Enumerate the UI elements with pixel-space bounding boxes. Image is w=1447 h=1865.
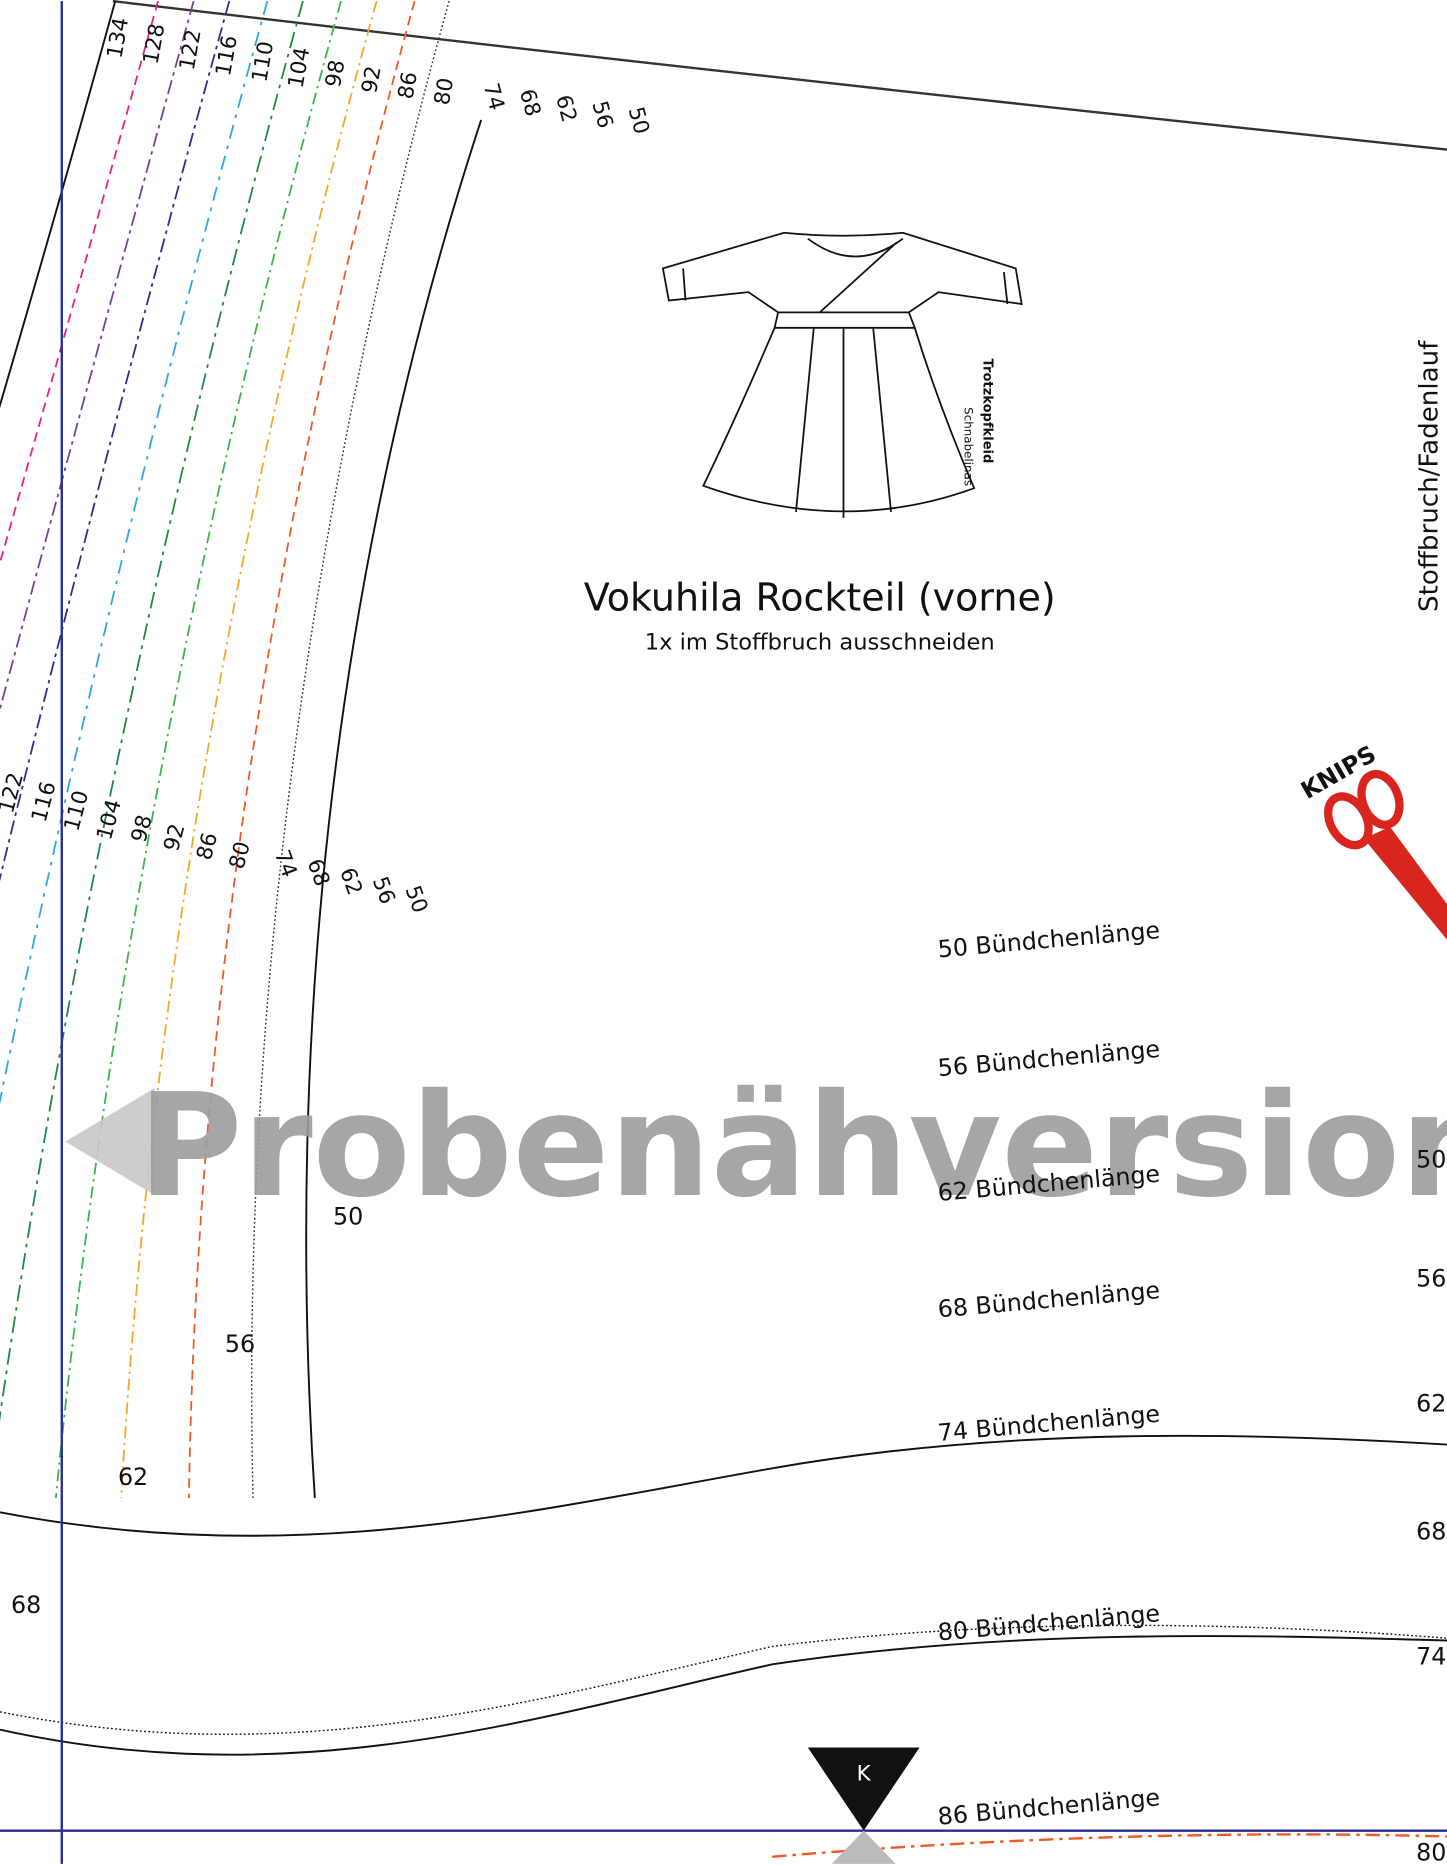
notch-label: K bbox=[857, 1762, 872, 1787]
hem-size: 50 bbox=[1416, 1146, 1446, 1174]
cuff-length: 74 Bündchenlänge bbox=[937, 1400, 1162, 1447]
hem-size: 68 bbox=[11, 1591, 41, 1619]
size-lines bbox=[0, 1, 481, 1498]
hem-line bbox=[0, 1436, 1447, 1536]
cuff-length: 50 Bündchenlänge bbox=[937, 916, 1162, 963]
size-line bbox=[0, 1, 158, 1498]
size-line bbox=[0, 1, 115, 1498]
size-label: 62 bbox=[334, 865, 367, 899]
grain-label: Stoffbruch/Fadenlauf bbox=[1414, 340, 1444, 612]
size-label: 92 bbox=[357, 64, 386, 95]
hem-size: 80 bbox=[1416, 1838, 1446, 1865]
size-label: 122 bbox=[0, 770, 29, 816]
page: K Schnabelinas Trotzkopfkleid Vokuhila R… bbox=[0, 0, 1447, 1865]
size-line bbox=[0, 1, 303, 1498]
subtitle: 1x im Stoffbruch ausschneiden bbox=[645, 630, 995, 656]
cuff-length: 86 Bündchenlänge bbox=[937, 1783, 1162, 1830]
size-line bbox=[56, 1, 341, 1498]
size-label: 56 bbox=[586, 98, 617, 131]
scissors: KNIPS bbox=[1296, 740, 1447, 940]
hem-line bbox=[0, 1625, 1447, 1734]
size-label: 68 bbox=[514, 86, 545, 119]
size-label: 56 bbox=[367, 873, 400, 907]
size-label: 50 bbox=[400, 882, 433, 916]
logo-line: Trotzkopfkleid bbox=[980, 359, 995, 464]
hem-size: 68 bbox=[1416, 1518, 1446, 1546]
hem-size: 56 bbox=[1416, 1265, 1446, 1293]
cuff-length: 68 Bündchenlänge bbox=[937, 1276, 1162, 1323]
size-label: 110 bbox=[60, 788, 95, 834]
size-line bbox=[0, 1, 229, 1498]
size-label: 80 bbox=[430, 76, 459, 107]
size-label: 116 bbox=[27, 779, 62, 825]
size-label: 68 bbox=[302, 856, 335, 890]
size-label: 104 bbox=[284, 45, 316, 90]
size-label: 128 bbox=[139, 22, 171, 67]
size-label: 50 bbox=[623, 104, 654, 137]
size-line bbox=[189, 1, 415, 1498]
hem-size: 62 bbox=[1416, 1389, 1446, 1417]
size-label: 74 bbox=[478, 80, 509, 113]
size-label: 86 bbox=[394, 70, 423, 101]
notch bbox=[832, 1831, 896, 1864]
size-line bbox=[0, 1, 267, 1498]
size-label: 86 bbox=[192, 830, 223, 863]
size-label: 74 bbox=[269, 847, 302, 881]
size-label: 80 bbox=[225, 839, 256, 872]
pattern-sheet: K Schnabelinas Trotzkopfkleid Vokuhila R… bbox=[0, 0, 1447, 1865]
hem-size: 56 bbox=[225, 1330, 255, 1358]
size-label: 92 bbox=[159, 821, 190, 854]
hem-size: 62 bbox=[118, 1463, 148, 1491]
size-label: 110 bbox=[247, 39, 279, 84]
hem-size: 74 bbox=[1416, 1642, 1446, 1670]
size-label: 122 bbox=[175, 28, 207, 73]
size-label: 134 bbox=[102, 16, 134, 61]
size-line bbox=[306, 120, 481, 1498]
title: Vokuhila Rockteil (vorne) bbox=[584, 576, 1056, 620]
size-label: 62 bbox=[550, 92, 581, 125]
size-label: 104 bbox=[92, 797, 127, 843]
logo-line: Schnabelinas bbox=[962, 407, 976, 486]
hem-size: 50 bbox=[333, 1203, 363, 1231]
size-label: 98 bbox=[321, 58, 350, 89]
notch bbox=[808, 1747, 920, 1830]
top-edge bbox=[113, 1, 1447, 150]
size-label: 116 bbox=[211, 34, 243, 79]
hem-line bbox=[0, 1636, 1447, 1755]
